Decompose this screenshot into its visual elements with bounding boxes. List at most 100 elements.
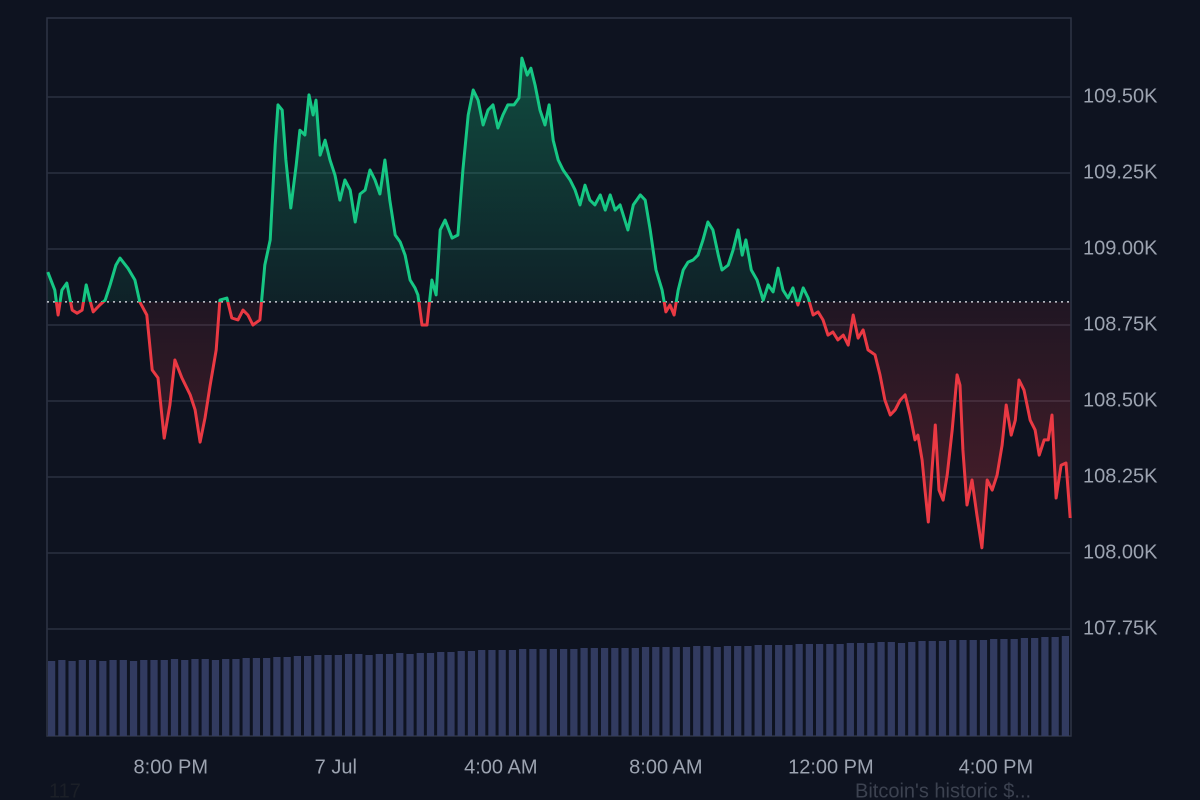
volume-bar [324, 655, 332, 736]
volume-bar [170, 659, 179, 736]
volume-bar [242, 658, 250, 736]
volume-bar [519, 649, 527, 736]
volume-bar [58, 660, 66, 736]
volume-bar [191, 659, 199, 736]
y-tick-label: 109.00K [1083, 237, 1158, 259]
volume-bar [293, 656, 301, 736]
volume-bar [775, 645, 783, 736]
volume-bar [119, 660, 127, 736]
volume-bar [211, 660, 220, 736]
volume-bar [48, 661, 56, 736]
footer-right: Bitcoin's historic $... [855, 780, 1031, 800]
volume-bar [273, 657, 281, 736]
y-tick-label: 109.50K [1083, 85, 1158, 107]
volume-bar [764, 645, 773, 736]
volume-bar [1061, 636, 1069, 736]
volume-bar [201, 659, 209, 736]
volume-bar [539, 649, 547, 736]
volume-bar [375, 654, 383, 736]
volume-bar [713, 647, 721, 736]
volume-bar [990, 639, 998, 736]
volume-bar [979, 640, 988, 736]
volume-bar [959, 640, 967, 736]
volume-bar [693, 646, 701, 736]
volume-bar [908, 642, 916, 736]
volume-bar [662, 647, 670, 736]
volume-bar [836, 644, 844, 736]
volume-bar [641, 647, 650, 736]
volume-bar [437, 652, 445, 736]
volume-bar [129, 661, 138, 736]
volume-bar [467, 651, 476, 736]
volume-bar [1051, 637, 1059, 736]
plot-frame [46, 17, 1072, 737]
volume-bar [734, 646, 742, 736]
volume-bar [314, 655, 322, 736]
volume-bar [447, 652, 455, 736]
volume-bar [365, 655, 373, 736]
y-tick-label: 107.75K [1083, 617, 1158, 639]
volume-bar [897, 643, 906, 736]
volume-bar [723, 646, 732, 736]
volume-bar [304, 656, 312, 736]
volume-bar [887, 642, 895, 736]
volume-bar [478, 650, 486, 736]
volume-bar [283, 657, 291, 736]
volume-bar [508, 650, 517, 736]
volume-bar [867, 643, 875, 736]
volume-bar [88, 660, 97, 736]
volume-bar [754, 645, 762, 736]
y-tick-label: 108.75K [1083, 313, 1158, 335]
volume-bar [611, 648, 619, 736]
volume-bar [416, 653, 424, 736]
volume-bar [181, 660, 189, 736]
volume-bar [385, 654, 394, 736]
volume-bar [498, 650, 506, 736]
volume-bar [355, 654, 363, 736]
x-tick-label: 7 Jul [315, 756, 357, 778]
volume-bar [631, 648, 639, 736]
volume-bar [928, 641, 936, 736]
volume-bar [682, 647, 691, 736]
y-tick-label: 108.50K [1083, 389, 1158, 411]
volume-bar [590, 648, 598, 736]
price-line [46, 56, 1072, 550]
volume-bar [785, 645, 793, 736]
volume-bar [856, 643, 865, 736]
volume-bar [252, 658, 261, 736]
volume-bar [68, 661, 76, 736]
y-tick-label: 108.00K [1083, 541, 1158, 563]
volume-bar [703, 646, 711, 736]
volume-bar [140, 660, 148, 736]
volume-bar [672, 647, 680, 736]
volume-bar [549, 649, 557, 736]
volume-bar [488, 650, 496, 736]
volume-bar [826, 644, 834, 736]
volume-bar [744, 646, 752, 736]
volume-bar [816, 644, 824, 736]
volume-bar [334, 655, 342, 736]
x-tick-label: 12:00 PM [788, 756, 874, 778]
volume-bar [344, 654, 353, 736]
volume-bar [99, 661, 107, 736]
volume-bar [1041, 637, 1049, 736]
x-tick-label: 4:00 PM [959, 756, 1033, 778]
volume-bar [457, 651, 465, 736]
volume-bar [150, 660, 158, 736]
volume-bar [160, 660, 168, 736]
x-tick-label: 8:00 PM [134, 756, 208, 778]
y-tick-label: 108.25K [1083, 465, 1158, 487]
volume-bar [222, 659, 230, 736]
volume-bar [580, 648, 588, 736]
y-tick-label: 109.25K [1083, 161, 1158, 183]
volume-bar [846, 643, 854, 736]
volume-bar [600, 648, 609, 736]
x-tick-label: 4:00 AM [464, 756, 537, 778]
volume-bar [949, 640, 957, 736]
volume-bar [1010, 639, 1018, 736]
x-tick-label: 8:00 AM [629, 756, 702, 778]
volume-bar [426, 653, 435, 736]
volume-bar [918, 641, 926, 736]
